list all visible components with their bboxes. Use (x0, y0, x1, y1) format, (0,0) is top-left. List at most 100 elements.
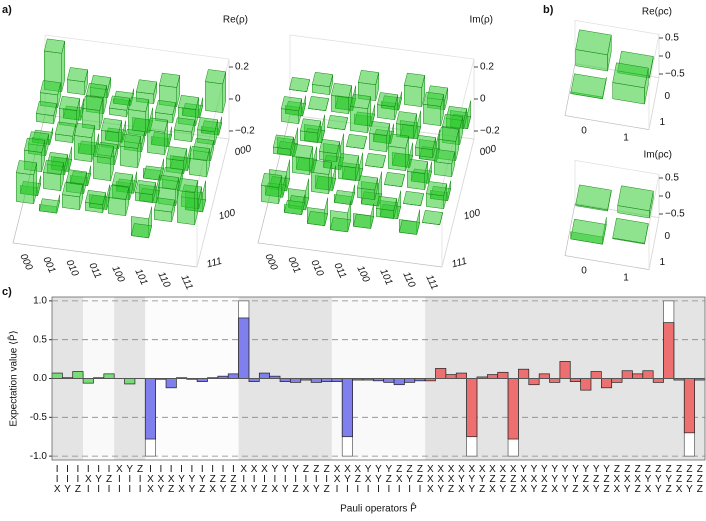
bar-front (376, 104, 395, 121)
bar-top (364, 153, 387, 168)
bar (154, 100, 177, 124)
bar (307, 96, 330, 111)
bar-top (280, 96, 303, 112)
bar-top (437, 126, 460, 142)
bar-front (188, 158, 207, 178)
bar-top (356, 175, 379, 191)
bar-front (280, 108, 299, 125)
bar (580, 378, 592, 391)
bar (575, 29, 612, 72)
bar (144, 378, 157, 440)
bar-top (402, 191, 425, 206)
col-label: 101 (132, 267, 149, 287)
bar-front (204, 81, 223, 114)
bar (611, 378, 623, 383)
z-tick-label: 0 (235, 94, 241, 105)
bar-top (349, 94, 372, 109)
bar (173, 117, 196, 143)
bar-top (196, 117, 219, 133)
col-label: 100 (109, 264, 126, 284)
bar-top (375, 196, 398, 211)
bar (575, 184, 612, 212)
bar-top (387, 133, 410, 149)
bar-top (81, 95, 104, 111)
bar (404, 378, 416, 383)
bar-top (39, 80, 62, 96)
row-label: 0 (665, 231, 671, 242)
col-label: 0 (581, 126, 587, 137)
bar-top (570, 73, 607, 100)
bar (92, 143, 115, 182)
bar (311, 72, 334, 96)
bar-top (612, 62, 649, 89)
row-label: 1 (660, 257, 666, 268)
bar (204, 69, 227, 114)
bar-front (260, 185, 279, 205)
bar (299, 118, 322, 144)
z-tick-label: 0 (665, 191, 671, 202)
col-label: 010 (308, 258, 325, 278)
row-label: 100 (463, 207, 482, 222)
bar-top (612, 217, 649, 244)
bar (280, 96, 303, 125)
side-wall (648, 34, 660, 130)
bar-front (425, 193, 444, 210)
bar (445, 374, 457, 379)
bar-front (66, 79, 85, 96)
col-label: 1 (623, 273, 629, 284)
bar-top (318, 139, 341, 154)
row-label: 000 (234, 143, 253, 158)
bar (103, 373, 115, 379)
bar-top (146, 117, 169, 133)
bar (518, 368, 530, 379)
bar (51, 372, 63, 379)
col-label: 001 (285, 255, 302, 275)
bar (387, 133, 410, 172)
bar (188, 146, 211, 178)
z-tick-label: 0.2 (235, 62, 249, 73)
bar-top (204, 69, 227, 85)
bar (119, 133, 142, 169)
bar (329, 200, 352, 233)
bar (349, 94, 372, 134)
bar (15, 160, 38, 205)
bar (260, 173, 283, 205)
y-axis-label: Expectation value ⟨P̂⟩ (6, 330, 20, 426)
bar-top (617, 185, 654, 212)
bar (497, 371, 509, 379)
bar (283, 194, 306, 216)
bar-top (329, 217, 352, 233)
bar (142, 158, 165, 181)
z-tick-label: −0.5 (665, 69, 685, 80)
bar-front (406, 171, 425, 191)
bar (632, 373, 644, 379)
z-tick-label: 0.5 (665, 33, 679, 44)
bar-top (345, 134, 368, 149)
bar (165, 146, 188, 175)
bar (352, 203, 375, 229)
bar-top (177, 95, 200, 110)
bar-front (310, 171, 329, 195)
bar-top (395, 111, 418, 127)
bar (559, 361, 571, 379)
